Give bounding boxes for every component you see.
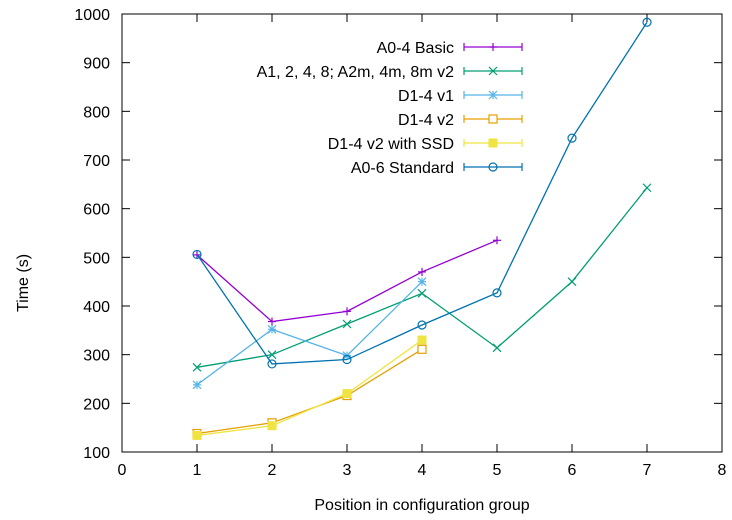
- y-tick-label: 500: [83, 250, 110, 267]
- x-tick-label: 3: [343, 462, 352, 479]
- series-6: [192, 17, 652, 369]
- series-5: [192, 335, 427, 440]
- data-point: [417, 335, 427, 345]
- data-point: [267, 350, 277, 360]
- y-tick-label: 600: [83, 202, 110, 219]
- series-line: [196, 339, 423, 437]
- data-point: [192, 249, 202, 260]
- x-tick-label: 1: [193, 462, 202, 479]
- x-tick-label: 7: [643, 462, 652, 479]
- y-tick-label: 700: [83, 153, 110, 170]
- axis-ticks: 0 1 2 3 4 5 6 7 8 100 200 300 400 500 600 700 800 900 1000: [74, 7, 726, 479]
- legend-label: A0-4 Basic: [377, 40, 454, 57]
- legend: A0-4 Basic A1, 2, 4, 8; A2m, 4m, 8m v2 D1-…: [257, 40, 523, 177]
- data-point: [418, 267, 426, 276]
- legend-entry-6: A0-6 Standard: [351, 160, 523, 177]
- y-tick-label: 1000: [74, 7, 110, 24]
- legend-entry-5: D1-4 v2 with SSD: [328, 136, 523, 153]
- y-tick-label: 100: [83, 445, 110, 462]
- legend-label: D1-4 v2 with SSD: [328, 136, 454, 153]
- data-point: [417, 320, 427, 330]
- series-2: [192, 183, 652, 372]
- x-tick-label: 0: [118, 462, 127, 479]
- y-tick-label: 800: [83, 104, 110, 121]
- series-4: [192, 344, 427, 439]
- data-point: [567, 277, 577, 287]
- y-tick-label: 400: [83, 299, 110, 316]
- y-axis-title: Time (s): [15, 254, 32, 312]
- data-point: [342, 354, 352, 365]
- legend-entry-4: D1-4 v2: [398, 112, 523, 129]
- legend-marker: [488, 90, 498, 100]
- data-point: [267, 359, 277, 369]
- legend-label: A1, 2, 4, 8; A2m, 4m, 8m v2: [257, 64, 455, 81]
- legend-entry-1: A0-4 Basic: [377, 40, 523, 57]
- series-line: [196, 21, 648, 365]
- data-point: [492, 288, 502, 298]
- legend-marker: [488, 138, 498, 148]
- series-3: [192, 277, 427, 390]
- data-point: [567, 133, 577, 143]
- data-point: [267, 421, 277, 431]
- series-line: [196, 281, 423, 386]
- legend-marker: [488, 66, 498, 76]
- data-point: [342, 389, 352, 399]
- legend-marker: [488, 162, 498, 172]
- legend-entry-2: A1, 2, 4, 8; A2m, 4m, 8m v2: [257, 64, 523, 81]
- data-point: [417, 277, 427, 287]
- y-tick-label: 200: [83, 396, 110, 413]
- y-tick-label: 300: [83, 348, 110, 365]
- series-layer: [192, 17, 652, 440]
- data-point: [343, 307, 351, 316]
- x-tick-label: 4: [418, 462, 427, 479]
- data-point: [493, 236, 501, 245]
- data-point: [642, 183, 652, 193]
- data-point: [268, 317, 276, 326]
- x-tick-label: 2: [268, 462, 277, 479]
- x-tick-label: 6: [568, 462, 577, 479]
- legend-marker: [488, 114, 498, 124]
- data-point: [417, 288, 427, 298]
- series-1: [193, 236, 501, 326]
- data-point: [342, 319, 352, 329]
- legend-label: A0-6 Standard: [351, 160, 454, 177]
- x-tick-label: 5: [493, 462, 502, 479]
- data-point: [192, 380, 202, 390]
- data-point: [417, 344, 427, 354]
- legend-marker: [489, 43, 497, 51]
- legend-label: D1-4 v1: [398, 88, 454, 105]
- data-point: [192, 430, 202, 440]
- data-point: [642, 17, 652, 27]
- data-point: [267, 324, 277, 334]
- data-point: [192, 362, 202, 372]
- legend-label: D1-4 v2: [398, 112, 454, 129]
- x-tick-label: 8: [718, 462, 727, 479]
- legend-entry-3: D1-4 v1: [398, 88, 523, 105]
- x-axis-title: Position in configuration group: [314, 497, 529, 514]
- data-point: [492, 343, 502, 353]
- y-tick-label: 900: [83, 56, 110, 73]
